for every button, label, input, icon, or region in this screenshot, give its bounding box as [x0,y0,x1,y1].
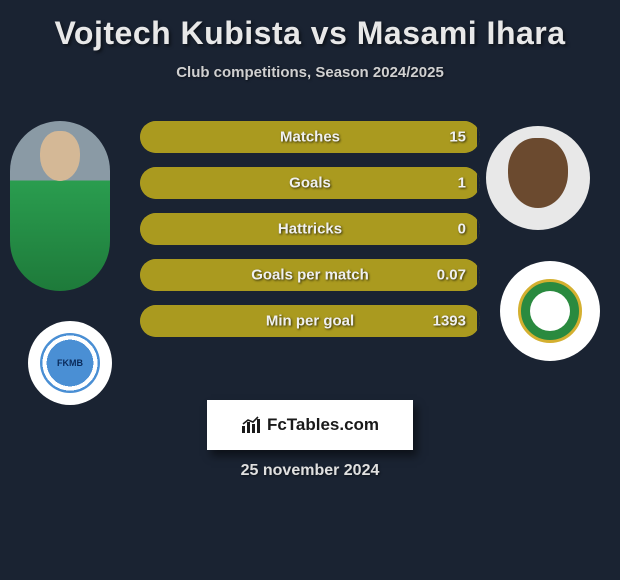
bar-value-right: 15 [449,129,466,146]
right-club-badge [500,261,600,361]
stat-bar-row: Min per goal 1393 [140,305,480,337]
fctables-watermark: FcTables.com [207,400,413,450]
bar-label: Goals per match [251,267,369,284]
bar-fill-right [477,121,480,153]
bar-label: Min per goal [266,313,354,330]
stat-bar-row: Goals per match 0.07 [140,259,480,291]
left-club-badge [28,321,112,405]
bar-label: Hattricks [278,221,342,238]
bar-value-right: 0 [458,221,466,238]
fctables-label: FcTables.com [267,415,379,435]
date-text: 25 november 2024 [0,462,620,480]
club-logo-icon [518,279,582,343]
comparison-chart: Matches 15 Goals 1 Hattricks 0 Goals per match… [0,121,620,401]
bar-fill-right [477,213,480,245]
bar-fill-right [477,305,480,337]
bar-label: Matches [280,129,340,146]
stat-bar-row: Matches 15 [140,121,480,153]
club-logo-icon [40,333,100,393]
right-player-avatar [486,126,590,230]
bar-label: Goals [289,175,331,192]
page-subtitle: Club competitions, Season 2024/2025 [0,64,620,81]
bar-fill-right [477,167,480,199]
bar-value-right: 0.07 [437,267,466,284]
stat-bar-row: Goals 1 [140,167,480,199]
stat-bar-row: Hattricks 0 [140,213,480,245]
stat-bars: Matches 15 Goals 1 Hattricks 0 Goals per match… [140,121,480,351]
page-title: Vojtech Kubista vs Masami Ihara [0,15,620,52]
left-player-avatar [10,121,110,291]
bar-value-right: 1393 [433,313,466,330]
bar-value-right: 1 [458,175,466,192]
page-root: Vojtech Kubista vs Masami Ihara Club com… [0,0,620,580]
bar-fill-right [477,259,480,291]
chart-icon [241,416,261,434]
